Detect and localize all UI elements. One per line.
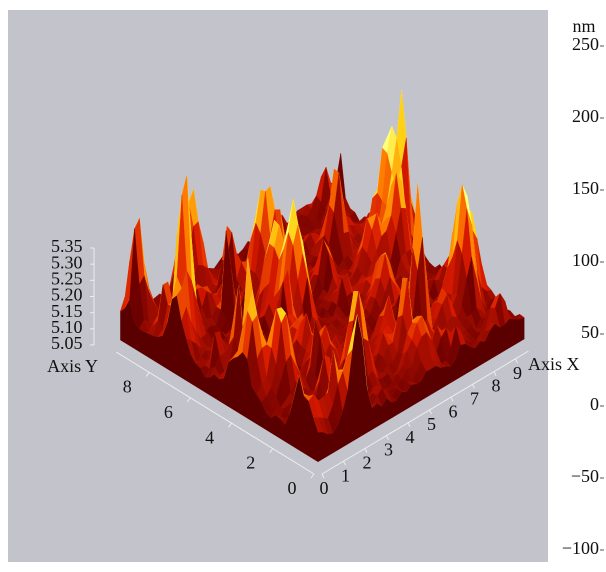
colorbar-tick-label: 150 [572,178,599,198]
y-tick-label: 0 [288,478,297,498]
x-tick-label: 2 [363,453,372,473]
x-tick-label: 5 [427,414,436,434]
y-tick-label: 6 [164,402,173,422]
x-tick-label: 6 [449,401,458,421]
y-tick-label: 2 [246,453,255,473]
x-tick-label: 3 [384,440,393,460]
y-tick-label: 4 [205,427,214,447]
x-tick-label: 0 [320,478,329,498]
x-tick-label: 4 [406,427,415,447]
colorbar-tick-label: 200 [572,106,599,126]
x-axis-label: Axis X [528,354,580,374]
colorbar-tick-label: −100 [562,538,599,558]
x-tick-label: 7 [470,389,479,409]
colorbar-tick-label: 50 [581,322,599,342]
colorbar-tick-label: 250 [572,34,599,54]
colorbar-unit: nm [572,16,595,36]
x-tick-label: 1 [341,465,350,485]
z-tick-label: 5.35 [51,236,83,256]
colorbar-tick-label: −50 [571,466,599,486]
colorbar-tick-label: 100 [572,250,599,270]
x-tick-label: 9 [513,363,522,383]
colorbar-tick-label: 0 [590,394,599,414]
x-tick-label: 8 [492,376,501,396]
chart: nm Axis Y Axis X 0123456789024685.055.10… [0,0,606,572]
y-axis-label: Axis Y [47,356,98,376]
y-tick-label: 8 [123,377,132,397]
